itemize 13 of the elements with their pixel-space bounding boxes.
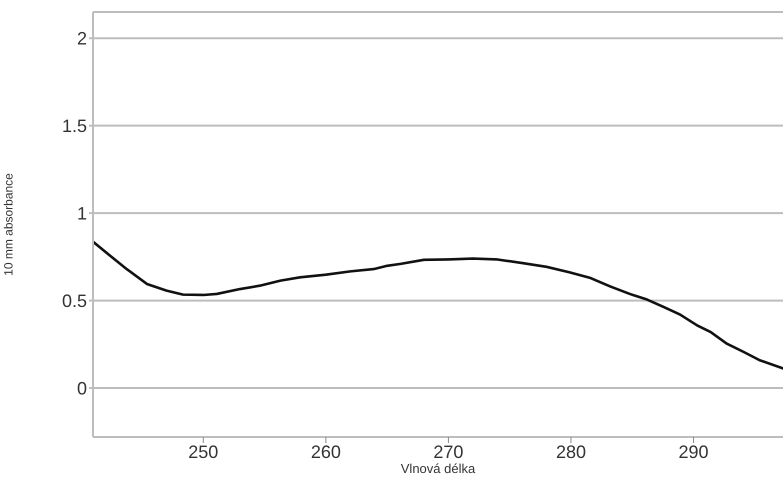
x-tick-label: 290	[678, 442, 709, 462]
y-axis-title: 10 mm absorbance	[1, 172, 16, 276]
x-tick-label: 250	[188, 442, 218, 462]
y-tick-label: 1.5	[62, 116, 87, 136]
y-tick-label: 1	[76, 204, 87, 224]
x-tick-label: 280	[556, 442, 586, 462]
x-tick-label: 260	[310, 442, 341, 462]
x-axis-title: Vlnová délka	[400, 461, 476, 476]
x-tick-label: 270	[433, 442, 464, 462]
y-tick-label: 0	[76, 378, 87, 398]
y-tick-label: 2	[76, 28, 87, 49]
line-series	[93, 240, 783, 370]
y-tick-label: 0.5	[62, 290, 87, 311]
